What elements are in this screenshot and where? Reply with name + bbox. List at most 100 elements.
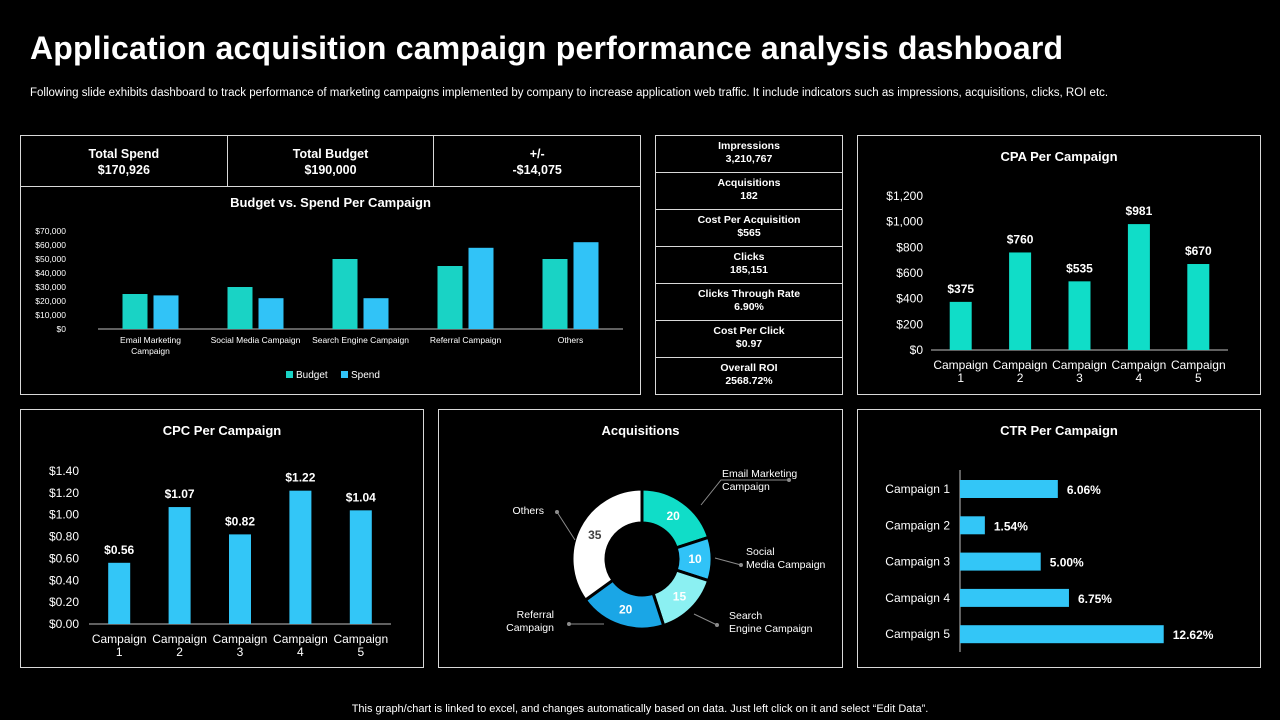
x-tick-label: 3 bbox=[1076, 371, 1083, 385]
leader-dot bbox=[787, 478, 791, 482]
x-tick-label: 2 bbox=[176, 645, 183, 659]
chart-title: Budget vs. Spend Per Campaign bbox=[230, 195, 431, 210]
x-tick-label: Campaign bbox=[131, 346, 170, 356]
metric-acquisitions: Acquisitions 182 bbox=[655, 172, 843, 210]
data-label: $1.04 bbox=[346, 490, 376, 504]
x-tick-label: Search Engine Campaign bbox=[312, 335, 409, 345]
y-tick-label: $0.20 bbox=[49, 595, 79, 609]
bar bbox=[949, 301, 972, 350]
data-label: 12.62% bbox=[1173, 628, 1214, 642]
bar-spend bbox=[468, 247, 494, 329]
kpi-difference: +/- -$14,075 bbox=[433, 136, 640, 186]
x-tick-label: 1 bbox=[957, 371, 964, 385]
x-tick-label: Referral Campaign bbox=[430, 335, 502, 345]
slice-category-label: Referral bbox=[517, 609, 554, 621]
x-tick-label: 4 bbox=[297, 645, 304, 659]
slice-category-label: Campaign bbox=[506, 622, 554, 634]
x-tick-label: Email Marketing bbox=[120, 335, 181, 345]
metric-value: 182 bbox=[740, 190, 758, 202]
chart-title: Acquisitions bbox=[601, 423, 680, 438]
x-tick-label: Others bbox=[558, 335, 584, 345]
bar bbox=[289, 490, 312, 624]
x-tick-label: 4 bbox=[1136, 371, 1143, 385]
slice-value-label: 20 bbox=[619, 602, 633, 616]
leader-line bbox=[714, 557, 742, 566]
metric-label: Clicks Through Rate bbox=[697, 288, 801, 300]
cpa-panel: CPA Per Campaign $0 $200 $400 $600 $800 $1,00… bbox=[857, 135, 1261, 395]
kpi-value: -$14,075 bbox=[512, 163, 562, 177]
data-label: $0.82 bbox=[225, 514, 255, 528]
data-label: $760 bbox=[1007, 232, 1034, 246]
bar bbox=[108, 562, 131, 624]
bar bbox=[960, 552, 1041, 571]
bar-budget bbox=[227, 287, 253, 329]
legend-swatch-budget bbox=[286, 371, 293, 378]
metric-clicks: Clicks 185,151 bbox=[655, 246, 843, 284]
acquisitions-panel: Acquisitions 20 Email Marketing Campaign 10… bbox=[438, 409, 843, 668]
leader-dot bbox=[715, 623, 719, 627]
metric-label: Cost Per Acquisition bbox=[697, 214, 801, 226]
kpi-label: Total Budget bbox=[292, 147, 369, 161]
kpi-label: +/- bbox=[529, 147, 545, 161]
y-tick-label: $0.40 bbox=[49, 573, 79, 587]
slice-category-label: Social bbox=[746, 546, 775, 558]
y-tick-label: $200 bbox=[896, 317, 923, 331]
footer-note: This graph/chart is linked to excel, and… bbox=[351, 703, 929, 715]
y-tick-label: $0 bbox=[910, 343, 924, 357]
metric-value: $0.97 bbox=[735, 338, 763, 350]
metric-label: Impressions bbox=[718, 140, 780, 152]
x-tick-label: Campaign bbox=[92, 632, 147, 646]
data-label: 6.75% bbox=[1078, 592, 1112, 606]
kpi-label: Total Spend bbox=[88, 147, 160, 161]
slice-category-label: Campaign bbox=[722, 481, 770, 493]
metric-label: Clicks bbox=[733, 251, 765, 263]
x-tick-label: Campaign bbox=[1171, 358, 1226, 372]
y-tick-label: Campaign 4 bbox=[885, 591, 950, 605]
y-tick-label: $0.60 bbox=[49, 551, 79, 565]
leader-dot bbox=[567, 622, 571, 626]
bar-spend bbox=[153, 295, 179, 329]
y-tick-label: $0.00 bbox=[49, 617, 79, 631]
y-tick-label: $40,000 bbox=[35, 268, 66, 278]
metric-value: 2568.72% bbox=[725, 375, 773, 387]
leader-line bbox=[700, 479, 789, 506]
y-tick-label: $800 bbox=[896, 240, 923, 254]
slice-category-label: Others bbox=[512, 505, 544, 517]
y-tick-label: $30,000 bbox=[35, 282, 66, 292]
metric-overall-roi: Overall ROI 2568.72% bbox=[655, 357, 843, 395]
cpc-panel: CPC Per Campaign $0.00 $0.20 $0.40 $0.60 $0.… bbox=[20, 409, 424, 668]
metric-impressions: Impressions 3,210,767 bbox=[655, 135, 843, 173]
kpi-total-budget: Total Budget $190,000 bbox=[226, 136, 434, 186]
leader-line bbox=[556, 511, 576, 541]
y-tick-label: $0 bbox=[57, 324, 67, 334]
data-label: $0.56 bbox=[104, 543, 134, 557]
slice-category-label: Email Marketing bbox=[722, 468, 797, 480]
slice-value-label: 10 bbox=[688, 552, 702, 566]
data-label: 5.00% bbox=[1050, 556, 1084, 570]
metric-label: Overall ROI bbox=[720, 362, 778, 374]
budget-spend-panel: Total Spend $170,926 Total Budget $190,0… bbox=[20, 135, 641, 395]
kpi-value: $170,926 bbox=[97, 163, 150, 177]
slice-category-label: Engine Campaign bbox=[729, 623, 813, 635]
donut-slice bbox=[570, 487, 644, 603]
bar-spend bbox=[258, 298, 284, 329]
y-tick-label: Campaign 2 bbox=[885, 518, 950, 532]
y-tick-label: $1.00 bbox=[49, 508, 79, 522]
y-tick-label: $1,200 bbox=[886, 189, 923, 203]
ctr-panel: CTR Per Campaign Campaign 1 6.06% Campaign… bbox=[857, 409, 1261, 668]
bar-budget bbox=[542, 259, 568, 329]
bar bbox=[1187, 264, 1210, 350]
chart-title: CTR Per Campaign bbox=[1000, 423, 1118, 438]
chart-title: CPA Per Campaign bbox=[1000, 149, 1118, 164]
x-tick-label: Campaign bbox=[152, 632, 207, 646]
bar bbox=[960, 516, 985, 535]
metric-value: $565 bbox=[737, 227, 761, 239]
slice-value-label: 35 bbox=[588, 528, 602, 542]
page-subtitle: Following slide exhibits dashboard to tr… bbox=[30, 87, 1109, 99]
data-label: $1.22 bbox=[285, 471, 315, 485]
bar bbox=[229, 534, 251, 624]
bar bbox=[1068, 281, 1091, 350]
y-tick-label: $60,000 bbox=[35, 240, 66, 250]
data-label: 1.54% bbox=[994, 519, 1028, 533]
metric-value: 6.90% bbox=[734, 301, 764, 313]
